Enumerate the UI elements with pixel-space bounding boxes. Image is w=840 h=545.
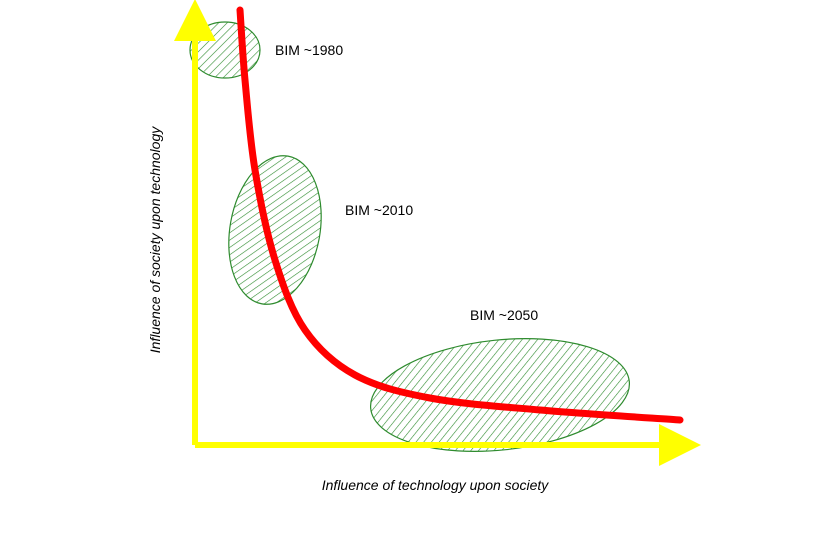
background: [0, 0, 840, 545]
ellipse-shape-bim-1980: [190, 22, 260, 78]
ellipse-label-bim-2050: BIM ~2050: [470, 307, 538, 323]
ellipse-label-bim-2010: BIM ~2010: [345, 202, 413, 218]
ellipse-label-bim-1980: BIM ~1980: [275, 42, 343, 58]
y-axis-label: Influence of society upon technology: [147, 126, 163, 353]
x-axis-label: Influence of technology upon society: [322, 477, 549, 493]
ellipse-bim-1980: [190, 22, 260, 78]
